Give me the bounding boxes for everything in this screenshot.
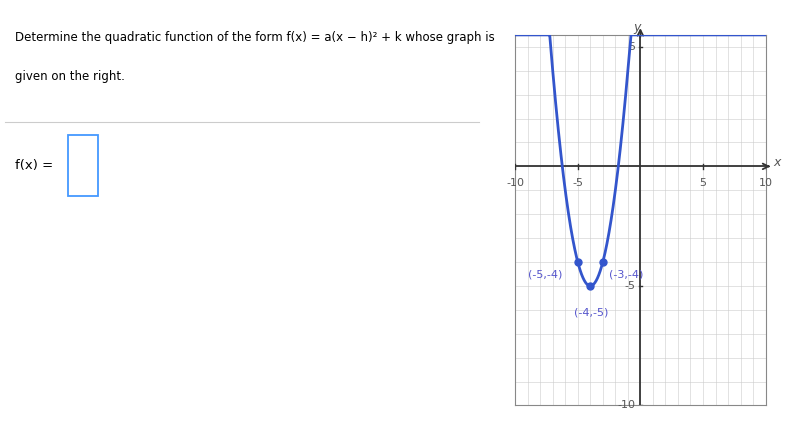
FancyBboxPatch shape — [68, 135, 98, 196]
Text: f(x) =: f(x) = — [14, 159, 57, 172]
Text: (-3,-4): (-3,-4) — [609, 269, 643, 279]
Text: -10: -10 — [618, 401, 635, 410]
Text: 5: 5 — [700, 178, 707, 188]
Text: y: y — [633, 21, 640, 34]
Text: -5: -5 — [624, 281, 635, 291]
Text: -5: -5 — [572, 178, 584, 188]
Text: 10: 10 — [758, 178, 773, 188]
Text: (-5,-4): (-5,-4) — [529, 269, 563, 279]
Text: (-4,-5): (-4,-5) — [574, 307, 609, 317]
Text: Determine the quadratic function of the form f(x) = a(x − h)² + k whose graph is: Determine the quadratic function of the … — [14, 31, 494, 44]
Text: given on the right.: given on the right. — [14, 70, 125, 83]
Text: -10: -10 — [506, 178, 524, 188]
Text: 5: 5 — [628, 42, 635, 52]
Text: x: x — [774, 156, 781, 169]
